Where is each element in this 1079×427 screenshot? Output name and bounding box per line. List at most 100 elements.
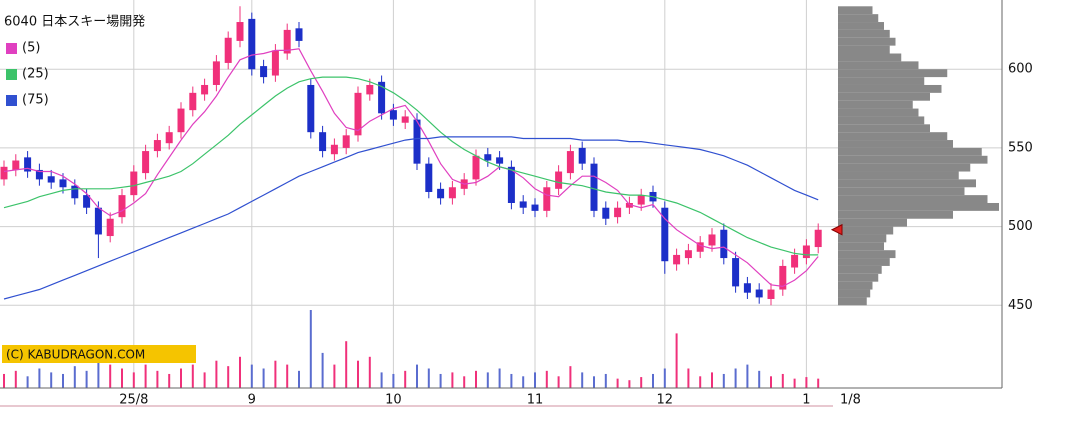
- volume-bar: [652, 373, 654, 388]
- volume-bar: [427, 368, 430, 388]
- volume-bar: [121, 368, 123, 388]
- grid-layer: [0, 0, 1002, 388]
- data-layer: [0, 6, 999, 388]
- volume-bar: [663, 368, 666, 388]
- volume-bar: [309, 310, 312, 388]
- volume-bar: [357, 360, 359, 388]
- candle-body: [106, 218, 114, 237]
- candle-body: [802, 245, 810, 259]
- candle-body: [165, 132, 173, 144]
- volume-bar: [345, 341, 348, 388]
- legend-label: (25): [22, 67, 49, 82]
- volume-bar: [545, 370, 548, 388]
- volume-bar: [392, 373, 395, 388]
- candle-body: [24, 157, 32, 172]
- candle-body: [212, 61, 220, 85]
- candle-body: [814, 229, 822, 248]
- volume-bar: [557, 376, 560, 388]
- profile-bar: [838, 77, 925, 85]
- candle-body: [425, 163, 433, 192]
- candle-body: [602, 207, 610, 219]
- candle-body: [201, 84, 209, 95]
- candle-body: [519, 201, 527, 208]
- profile-bar: [838, 45, 890, 54]
- candle-body: [12, 160, 20, 170]
- x-tick-label: 9: [248, 393, 256, 408]
- profile-bar: [838, 84, 942, 93]
- volume-bar: [604, 373, 607, 388]
- ma-line: [3, 136, 819, 300]
- candle-body: [401, 116, 409, 123]
- candle-body: [0, 166, 8, 180]
- last-price-marker: [830, 223, 843, 236]
- legend-label: (5): [22, 41, 40, 56]
- candle-body: [791, 254, 799, 268]
- volume-bar: [239, 356, 241, 388]
- volume-bar: [26, 376, 29, 388]
- volume-bar: [144, 364, 147, 388]
- candle-body: [637, 195, 645, 205]
- profile-bar: [838, 179, 976, 188]
- candle-body: [743, 283, 751, 293]
- volume-bar: [321, 352, 324, 388]
- profile-bar: [838, 29, 890, 38]
- candle-body: [295, 28, 303, 41]
- volume-bar: [451, 372, 454, 388]
- candle-body: [94, 207, 102, 235]
- volume-bar: [817, 378, 820, 388]
- profile-bar: [838, 147, 982, 156]
- candle-body: [378, 81, 386, 114]
- profile-bar: [838, 171, 959, 180]
- legend: (5) (25) (75): [6, 41, 49, 108]
- latest-date: 1/8: [840, 393, 861, 408]
- profile-bar: [838, 108, 919, 117]
- candle-body: [389, 110, 397, 120]
- profile-bar: [838, 22, 884, 30]
- legend-swatch: [6, 43, 17, 54]
- candle-body: [755, 289, 763, 298]
- candle-body: [708, 234, 716, 246]
- volume-bar: [215, 360, 218, 388]
- volume-bar: [522, 376, 525, 388]
- volume-bar: [227, 366, 230, 388]
- profile-bar: [838, 92, 930, 101]
- volume-bar: [203, 372, 206, 388]
- volume-bar: [734, 368, 737, 388]
- y-tick-label: 450: [1008, 298, 1033, 313]
- candle-body: [177, 108, 185, 133]
- x-tick-label: 12: [657, 393, 674, 408]
- profile-bar: [838, 250, 896, 259]
- volume-bar: [262, 368, 265, 388]
- candle-body: [720, 229, 728, 259]
- candle-body: [35, 169, 43, 180]
- candle-body: [130, 171, 138, 196]
- x-tick-label: 25/8: [119, 393, 148, 408]
- candle-body: [614, 207, 622, 218]
- candle-body: [767, 289, 775, 299]
- chart-title: 6040 日本スキー場開発: [4, 15, 145, 30]
- profile-bar: [838, 116, 925, 125]
- candle-body: [330, 144, 338, 155]
- candle-body: [437, 188, 445, 199]
- volume-bar: [616, 378, 619, 388]
- volume-bar: [14, 370, 17, 388]
- legend-swatch: [6, 69, 17, 80]
- candle-body: [779, 265, 787, 290]
- profile-bar: [838, 202, 999, 211]
- candle-body: [543, 187, 551, 211]
- volume-bar: [439, 373, 442, 388]
- volume-bar: [498, 368, 501, 388]
- volume-bar: [770, 376, 772, 388]
- profile-bar: [838, 61, 919, 70]
- profile-bar: [838, 289, 871, 298]
- profile-bar: [838, 242, 884, 251]
- candle-body: [366, 84, 374, 95]
- candle-body: [153, 140, 161, 152]
- candle-body: [472, 155, 480, 180]
- profile-bar: [838, 155, 988, 164]
- volume-bar: [475, 370, 477, 388]
- candle-body: [661, 207, 669, 262]
- x-tick-label: 10: [385, 393, 402, 408]
- volume-bar: [156, 370, 159, 388]
